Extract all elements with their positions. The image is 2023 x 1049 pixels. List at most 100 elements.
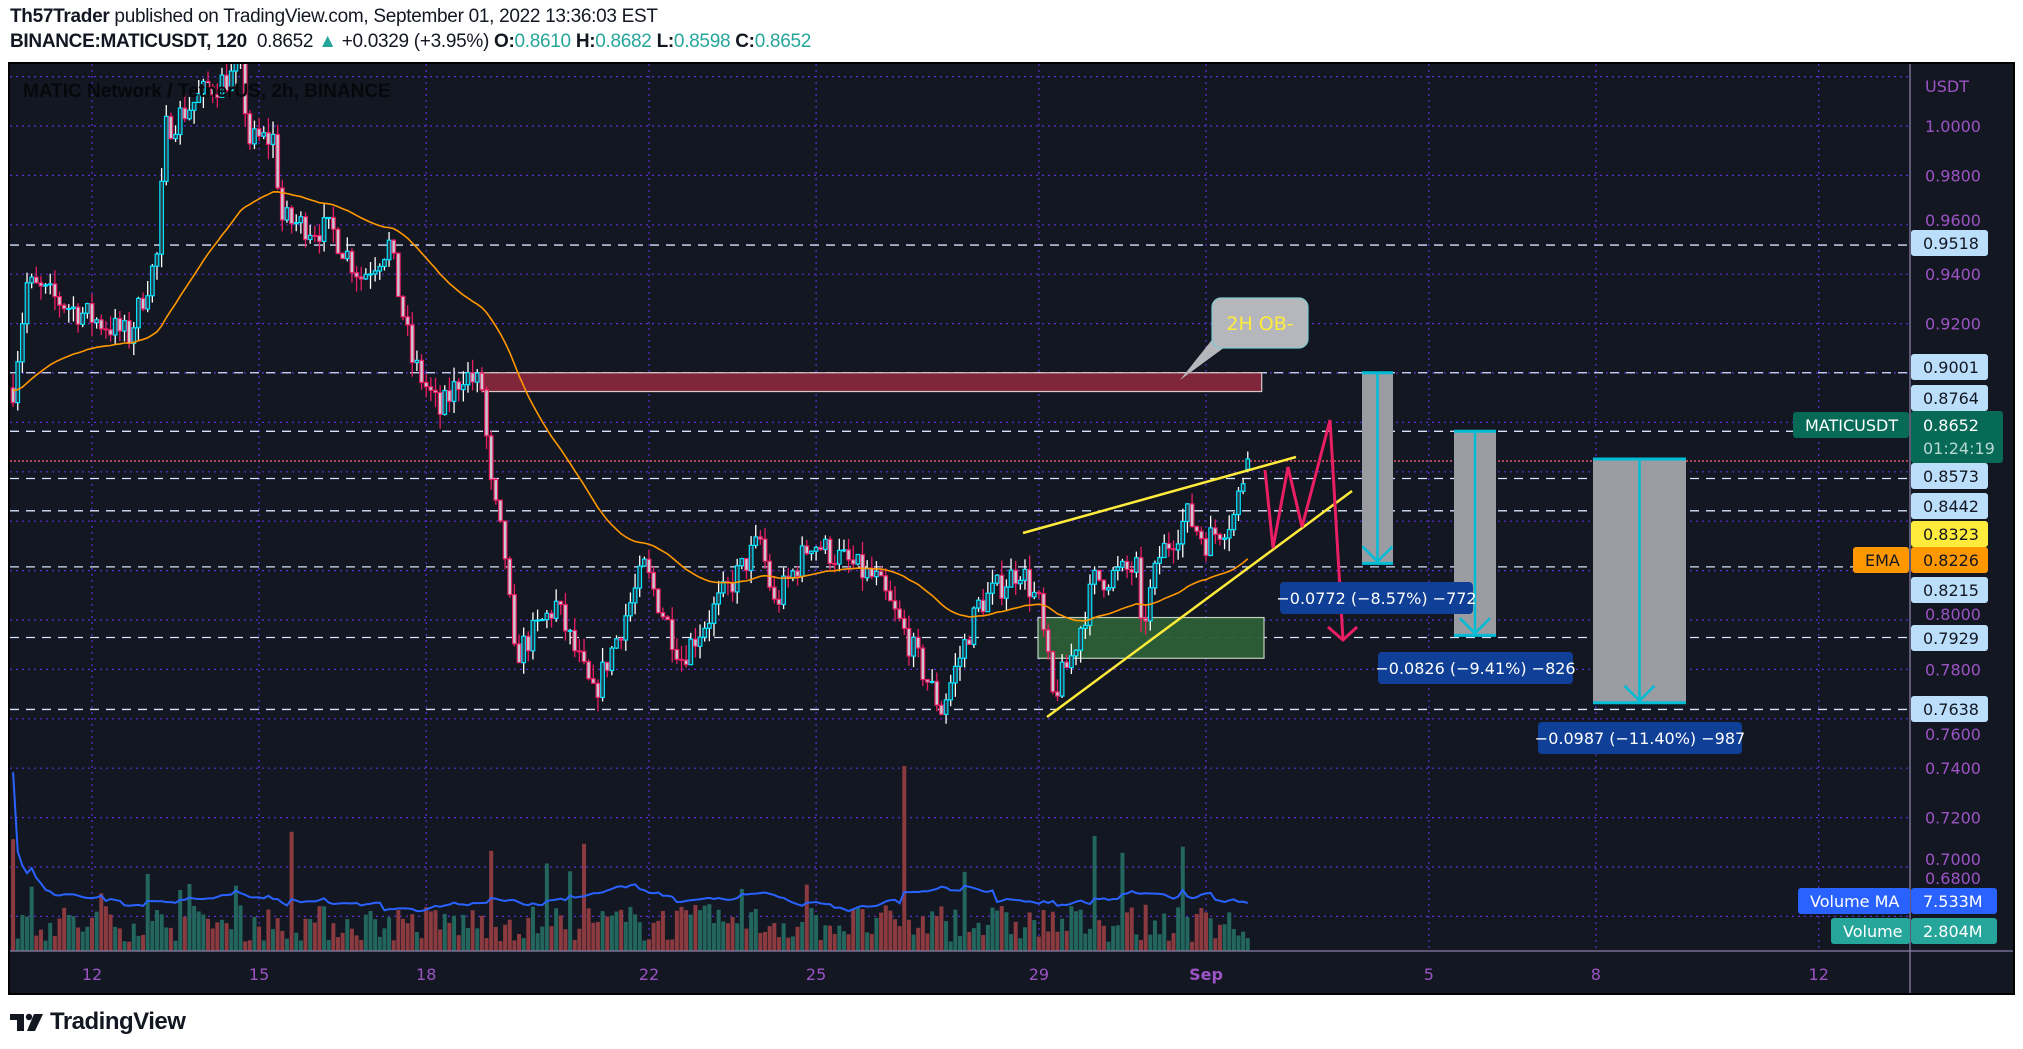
volume-bar	[855, 907, 860, 951]
candle-body	[126, 320, 132, 344]
candle-body	[878, 570, 884, 577]
volume-bar	[684, 910, 689, 951]
candle-body	[1175, 543, 1181, 551]
volume-bar	[1078, 909, 1083, 951]
price-tick-label: 0.7600	[1925, 725, 1981, 744]
tradingview-logo[interactable]: TradingView	[10, 1008, 186, 1036]
candle-body	[1087, 583, 1093, 626]
volume-bar	[127, 941, 132, 951]
candle-body	[1073, 649, 1079, 657]
volume-bar	[609, 915, 614, 951]
volume-bar	[1018, 938, 1023, 951]
volume-bar	[1041, 910, 1046, 951]
volume-bar	[238, 905, 243, 951]
volume-bar	[948, 941, 953, 951]
time-axis[interactable]: 12 15 18 22 25 29 Sep 5 8 12	[82, 965, 1829, 984]
candle-body	[614, 638, 619, 649]
volume-bar	[187, 883, 192, 951]
candle-body	[233, 64, 239, 72]
volume-bar	[800, 921, 805, 951]
candle-body	[149, 265, 155, 297]
candle-body	[646, 558, 652, 574]
measure-label: −0.0826 (−9.41%) −826	[1375, 659, 1575, 678]
volume-bar	[558, 915, 563, 951]
candle-body	[1115, 566, 1121, 572]
volume-ma-name: Volume MA	[1810, 892, 1899, 911]
volume-bar	[753, 908, 758, 951]
volume-bar	[804, 884, 809, 951]
tradingview-brand: TradingView	[50, 1008, 186, 1035]
volume-bar	[832, 933, 837, 951]
candle-body	[409, 324, 415, 364]
volume-bar	[1074, 911, 1079, 951]
volume-bar	[985, 924, 990, 951]
volume-bar	[906, 919, 911, 951]
candle-body	[855, 553, 861, 565]
volume-bar	[252, 916, 257, 951]
volume-bar	[1022, 927, 1027, 951]
level-price-label-box	[1911, 696, 1988, 722]
level-price-label-box	[1911, 230, 1988, 256]
candle-body	[911, 636, 916, 657]
candle-body	[641, 558, 647, 567]
volume-bar	[20, 914, 25, 951]
volume-bar	[600, 911, 605, 951]
volume-bar	[414, 931, 419, 951]
volume-bar	[396, 909, 401, 951]
open-value: 0.8610	[514, 31, 572, 52]
volume-bar	[823, 925, 828, 951]
volume-bar	[1204, 912, 1208, 951]
author[interactable]: Th57Trader	[10, 6, 110, 27]
candle-body	[1041, 593, 1046, 631]
candles	[10, 64, 1251, 724]
price-tick-label: 0.9600	[1925, 211, 1981, 230]
candle-body	[1143, 617, 1149, 622]
volume-bar	[725, 923, 730, 951]
candle-body	[976, 599, 981, 609]
candle-body	[57, 296, 62, 306]
measure-label-box	[1538, 722, 1742, 754]
volume-bar	[995, 910, 1000, 951]
candle-body	[1185, 503, 1190, 523]
volume-bar	[670, 939, 675, 951]
candle-body	[228, 70, 234, 92]
time-tick-label: 29	[1029, 965, 1049, 984]
candle-body	[753, 536, 759, 546]
candle-body	[1180, 520, 1186, 545]
candle-body	[1240, 483, 1246, 492]
symbol-label-box	[1793, 412, 1909, 438]
candle-body	[265, 132, 271, 146]
volume-bar	[493, 926, 498, 951]
price-axis[interactable]: 1.0000 0.9800 0.9600 0.9400 0.9200 0.8000 0.78…	[1925, 117, 1981, 888]
candle-body	[108, 329, 113, 336]
volume-bar	[322, 906, 327, 951]
volume-bar	[90, 917, 94, 951]
volume-bar	[34, 935, 39, 951]
candle-body	[1226, 529, 1232, 539]
volume-bar	[999, 906, 1004, 951]
volume-value-box	[1911, 918, 1997, 944]
yellow-price-label-box	[1911, 521, 1988, 547]
candle-body	[354, 272, 359, 278]
volume-bar	[1241, 931, 1246, 951]
volume-bar	[1004, 912, 1009, 951]
volume-bar	[173, 940, 178, 951]
volume-bar	[275, 918, 280, 951]
candle-body	[15, 361, 21, 404]
candle-body	[117, 317, 123, 332]
volume-bar	[614, 911, 619, 951]
volume-bar	[837, 925, 842, 951]
candle-body	[377, 265, 383, 272]
candle-body	[590, 678, 596, 684]
volume-bar	[1055, 931, 1060, 951]
candle-body	[275, 133, 281, 189]
volume-bar	[1185, 917, 1190, 951]
candle-body	[813, 546, 819, 552]
volume-bar	[776, 937, 781, 951]
price-tick-label: 0.7200	[1925, 809, 1981, 828]
time-tick-label: 12	[82, 965, 102, 984]
volume-bar	[1046, 931, 1051, 951]
candle-body	[187, 109, 192, 120]
volume-bar	[289, 831, 294, 951]
